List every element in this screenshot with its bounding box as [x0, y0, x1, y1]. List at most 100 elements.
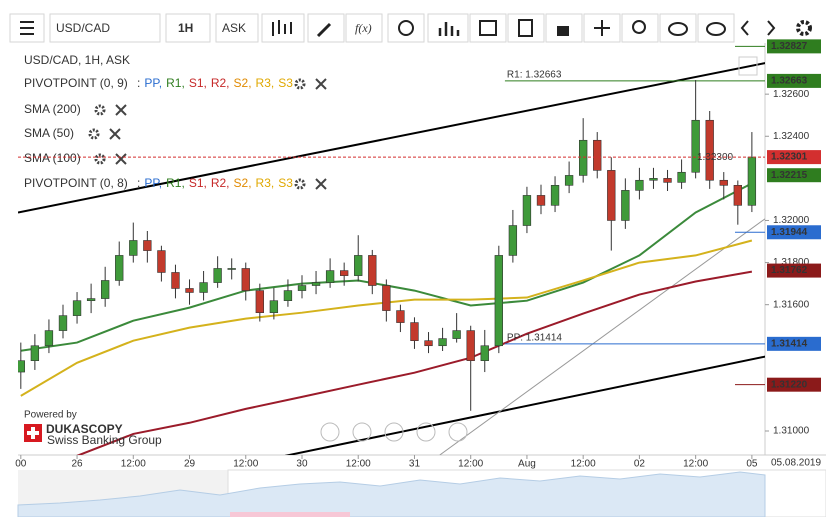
candle-body	[691, 119, 700, 173]
price-label: 1.32301	[771, 152, 808, 163]
trendline	[439, 218, 765, 455]
trendline	[18, 62, 765, 214]
zoom-in[interactable]	[416, 422, 436, 442]
pivot-level-name: R1,	[166, 176, 185, 190]
x-tick-label: 12:00	[683, 459, 708, 470]
news-button[interactable]	[507, 13, 545, 43]
volume-button[interactable]	[427, 13, 469, 43]
reset[interactable]	[384, 422, 404, 442]
pivot-level-name: S3	[278, 176, 293, 190]
settings-icon[interactable]	[94, 153, 106, 165]
news-icon	[518, 19, 533, 37]
candle-body	[550, 185, 560, 206]
price-label: 1.31414	[771, 338, 808, 349]
x-tick-label: 12:00	[233, 459, 258, 470]
side: ASK	[222, 21, 246, 35]
pivot-label: R1: 1.32663	[507, 70, 562, 81]
candle-body	[705, 119, 714, 181]
zoom-button[interactable]	[621, 13, 659, 43]
price-label-box	[767, 168, 821, 183]
symbol: USD/CAD	[56, 21, 110, 35]
candle-body	[480, 345, 489, 361]
candle-body	[129, 240, 138, 256]
calendar-button[interactable]	[469, 13, 507, 43]
scroll-left[interactable]	[320, 422, 340, 442]
navigator-handle[interactable]	[230, 512, 350, 517]
sma-line	[76, 270, 753, 455]
candle-body	[255, 290, 264, 313]
period-select[interactable]	[165, 13, 211, 43]
candle-body	[522, 195, 532, 226]
x-tick-label: 31	[409, 459, 421, 470]
symbol-select[interactable]	[49, 13, 161, 43]
info-button[interactable]	[387, 13, 425, 43]
y-tick-label: 1.31800	[773, 257, 810, 268]
pivot-level-name: S2,	[234, 76, 252, 90]
settings-icon[interactable]	[94, 104, 106, 116]
chart-title: USD/CAD, 1H, ASK	[24, 53, 130, 67]
y-tick-label: 1.32600	[773, 89, 810, 100]
chart-type-button[interactable]	[261, 13, 305, 43]
navigator	[17, 469, 826, 518]
download-icon	[706, 22, 726, 36]
price-label-box	[767, 336, 821, 351]
price-label: 1.32663	[771, 76, 808, 87]
candle-body	[143, 240, 152, 251]
legend-entry: SMA (50)	[24, 126, 74, 140]
x-tick-label: 29	[184, 459, 196, 470]
scroll-right[interactable]	[448, 422, 468, 442]
logo-cross	[27, 427, 39, 439]
side-select[interactable]	[215, 13, 259, 43]
zoom-icon	[632, 20, 646, 34]
x-tick-label: 26	[71, 459, 83, 470]
fx-button[interactable]	[345, 13, 383, 43]
candle-body	[115, 255, 124, 281]
legend-entry: SMA (200)	[24, 102, 81, 116]
pivot-level-name: R1,	[166, 76, 185, 90]
legend-entry: PIVOTPOINT (0, 9)	[24, 76, 128, 90]
x-tick-label: 12:00	[458, 459, 483, 470]
candle-body	[86, 298, 96, 301]
x-tick-label: 00	[15, 459, 27, 470]
candle-body	[607, 170, 616, 221]
plot-area	[18, 62, 765, 455]
next-button[interactable]	[767, 20, 776, 36]
remove-icon[interactable]	[109, 128, 121, 140]
pivot-level-name: :	[137, 76, 140, 90]
settings-icon[interactable]	[294, 78, 306, 90]
settings-button[interactable]	[796, 20, 812, 36]
remove-icon[interactable]	[315, 178, 327, 190]
pivot-label: PP: 1.31414	[507, 332, 562, 343]
expand-button[interactable]	[738, 56, 758, 76]
pivot-level-name: R3,	[256, 176, 275, 190]
settings-icon[interactable]	[294, 178, 306, 190]
candle-body	[269, 300, 279, 313]
candle-body	[227, 268, 236, 270]
x-tick-label: 12:00	[346, 459, 371, 470]
pivot-levels: : PP, R1, S1, R2, S2, R3, S3	[137, 176, 293, 190]
remove-icon[interactable]	[115, 153, 127, 165]
period: 1H	[178, 21, 193, 35]
remove-icon[interactable]	[315, 78, 327, 90]
candle-body	[410, 322, 419, 341]
navigator-area	[17, 471, 766, 518]
candle-body	[311, 282, 321, 286]
price-label: 1.31762	[771, 265, 808, 276]
pivot-level-name: R2,	[211, 176, 230, 190]
upload-icon	[668, 22, 688, 36]
candle-body	[171, 272, 180, 289]
upload-button[interactable]	[659, 13, 697, 43]
remove-icon[interactable]	[115, 104, 127, 116]
price-label: 1.32827	[771, 41, 808, 52]
pivot-level-name: R2,	[211, 76, 230, 90]
legend: SMA (200) SMA (50) SMA (100) PIVOTPOINT (0,…	[24, 76, 327, 190]
candle-body	[157, 250, 166, 273]
candle-body	[100, 280, 110, 299]
download-button[interactable]	[697, 13, 735, 43]
settings-icon[interactable]	[88, 128, 100, 140]
candle-body	[58, 315, 68, 331]
zoom-out[interactable]	[352, 422, 372, 442]
prev-button[interactable]	[740, 20, 749, 36]
